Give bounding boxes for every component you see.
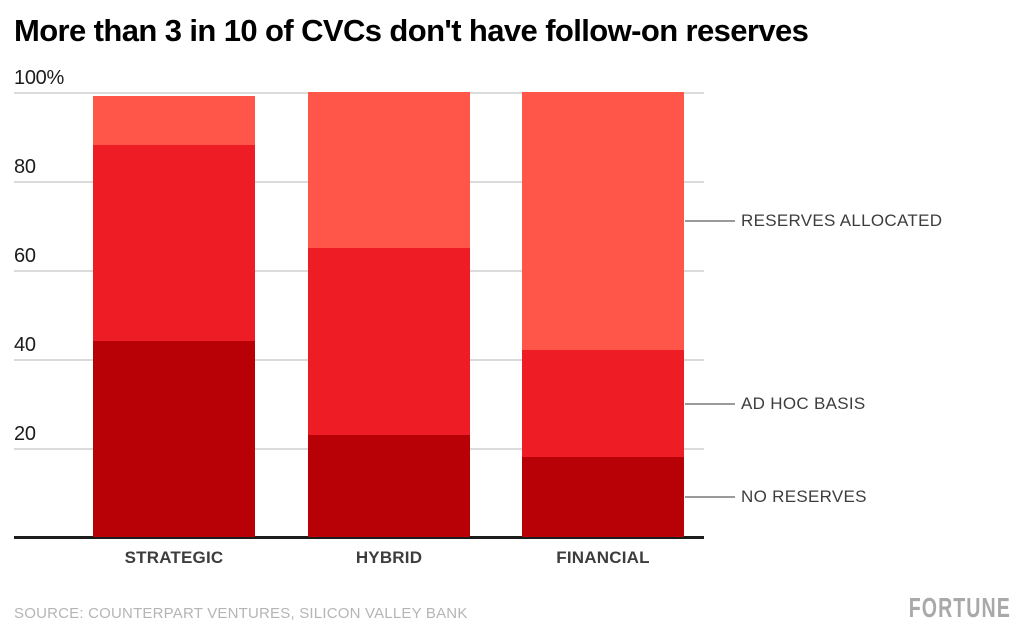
bar-strategic — [93, 92, 255, 537]
chart-title: More than 3 in 10 of CVCs don't have fol… — [14, 13, 809, 48]
bar-segment-ad-hoc-basis — [522, 350, 684, 457]
bar-segment-reserves-allocated — [308, 92, 470, 248]
y-tick-label-80: 80 — [14, 156, 36, 178]
bar-segment-ad-hoc-basis — [93, 145, 255, 342]
bar-financial — [522, 92, 684, 537]
bar-segment-ad-hoc-basis — [308, 247, 470, 435]
y-tick-label-100: 100% — [14, 67, 64, 89]
bar-hybrid — [308, 92, 470, 537]
x-axis-line — [14, 536, 704, 539]
bar-segment-no-reserves — [93, 341, 255, 537]
annotation-label-ad-hoc-basis: AD HOC BASIS — [741, 393, 866, 413]
stacked-bar-chart: 100% 80 60 40 20 STRATEGIC HYBRID FINANCIAL RESE… — [14, 68, 942, 567]
leader-line-ad-hoc-basis — [685, 402, 735, 405]
y-tick-label-60: 60 — [14, 245, 36, 267]
y-tick-label-20: 20 — [14, 423, 36, 445]
category-label-financial: FINANCIAL — [556, 548, 650, 567]
category-label-hybrid: HYBRID — [355, 548, 423, 567]
fortune-logo: FORTUNE — [908, 592, 1011, 623]
bar-segment-reserves-allocated — [522, 92, 684, 351]
bar-segment-no-reserves — [522, 456, 684, 537]
category-label-strategic: STRATEGIC — [124, 548, 224, 567]
leader-line-no-reserves — [685, 495, 735, 498]
annotation-label-reserves-allocated: RESERVES ALLOCATED — [741, 211, 943, 231]
bar-segment-no-reserves — [308, 434, 470, 537]
source-note: SOURCE: COUNTERPART VENTURES, SILICON VA… — [14, 605, 468, 622]
bar-segment-reserves-allocated — [93, 96, 255, 146]
leader-line-reserves-allocated — [685, 220, 735, 223]
annotation-label-no-reserves: NO RESERVES — [741, 486, 867, 506]
y-tick-label-40: 40 — [14, 334, 36, 356]
